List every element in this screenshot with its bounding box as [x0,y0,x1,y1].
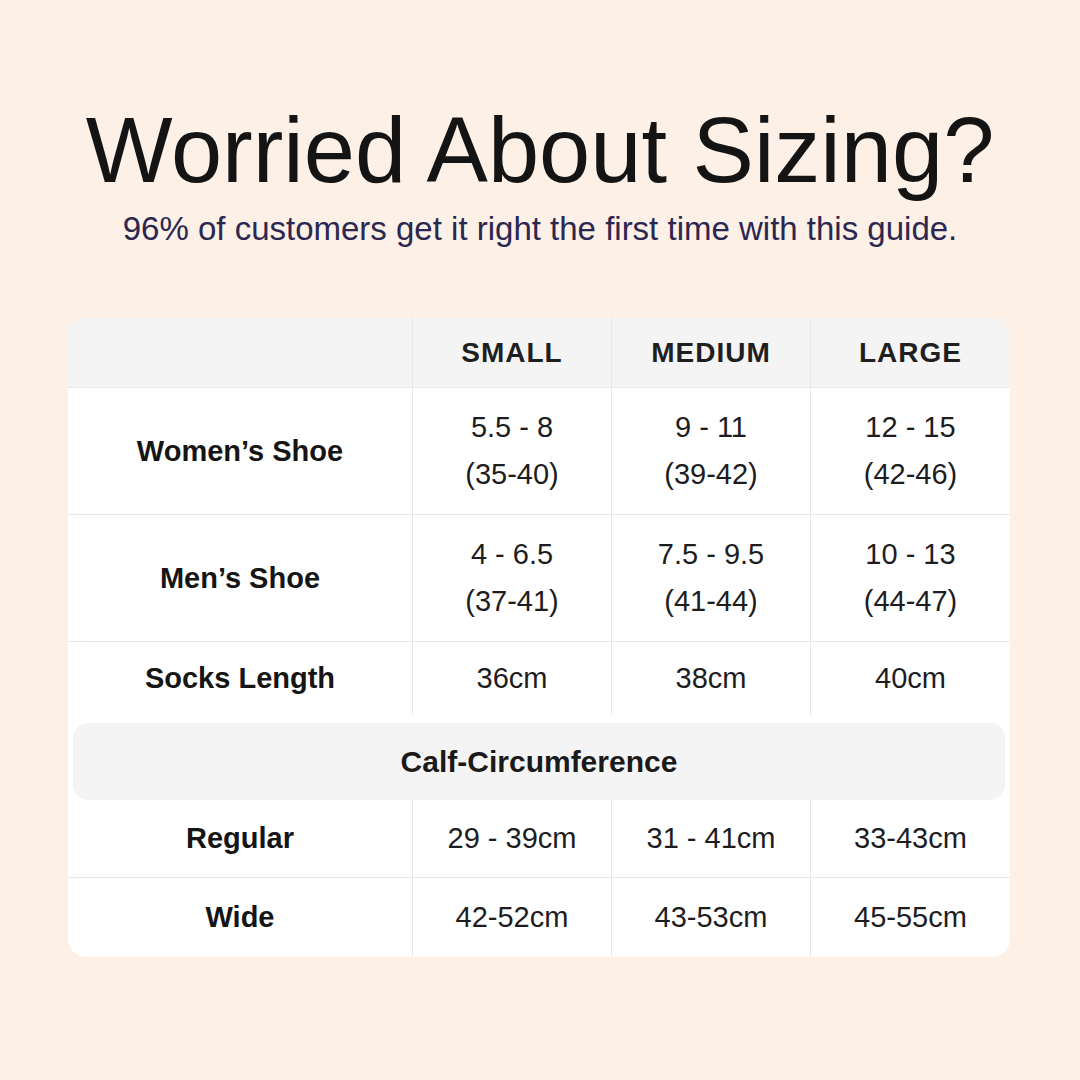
header-cell-large: LARGE [810,318,1010,387]
table-row-calf-regular: Regular 29 - 39cm 31 - 41cm 33-43cm [68,800,1010,878]
row-label: Wide [68,878,412,956]
value-line: 9 - 11 [675,404,747,451]
value-line: (39-42) [664,451,758,498]
value-line: 10 - 13 [865,531,955,578]
cell-womens-medium: 9 - 11 (39-42) [611,388,810,514]
value-line: 7.5 - 9.5 [658,531,764,578]
cell-regular-small: 29 - 39cm [412,800,611,877]
section-header-calf-circumference: Calf-Circumference [73,723,1005,800]
table-row-socks-length: Socks Length 36cm 38cm 40cm [68,642,1010,715]
row-label: Women’s Shoe [68,388,412,514]
size-chart-table: SMALL MEDIUM LARGE Women’s Shoe 5.5 - 8 … [68,318,1010,957]
page-subtitle: 96% of customers get it right the first … [0,210,1080,248]
table-header-row: SMALL MEDIUM LARGE [68,318,1010,388]
row-label: Men’s Shoe [68,515,412,641]
page-title: Worried About Sizing? [0,98,1080,203]
value-line: 4 - 6.5 [471,531,553,578]
header-cell-medium: MEDIUM [611,318,810,387]
value-line: (37-41) [465,578,559,625]
row-label: Socks Length [68,642,412,715]
cell-wide-medium: 43-53cm [611,878,810,956]
table-row-womens-shoe: Women’s Shoe 5.5 - 8 (35-40) 9 - 11 (39-… [68,388,1010,515]
cell-socks-large: 40cm [810,642,1010,715]
cell-regular-large: 33-43cm [810,800,1010,877]
value-line: (41-44) [664,578,758,625]
cell-socks-medium: 38cm [611,642,810,715]
cell-wide-small: 42-52cm [412,878,611,956]
value-line: (44-47) [864,578,958,625]
cell-womens-small: 5.5 - 8 (35-40) [412,388,611,514]
header-cell-small: SMALL [412,318,611,387]
value-line: 5.5 - 8 [471,404,553,451]
cell-socks-small: 36cm [412,642,611,715]
value-line: (42-46) [864,451,958,498]
section-banner-wrap: Calf-Circumference [68,715,1010,800]
header-cell-empty [68,318,412,387]
value-line: 12 - 15 [865,404,955,451]
cell-womens-large: 12 - 15 (42-46) [810,388,1010,514]
row-label: Regular [68,800,412,877]
table-row-calf-wide: Wide 42-52cm 43-53cm 45-55cm [68,878,1010,956]
cell-mens-medium: 7.5 - 9.5 (41-44) [611,515,810,641]
cell-regular-medium: 31 - 41cm [611,800,810,877]
cell-mens-small: 4 - 6.5 (37-41) [412,515,611,641]
value-line: (35-40) [465,451,559,498]
cell-wide-large: 45-55cm [810,878,1010,956]
table-row-mens-shoe: Men’s Shoe 4 - 6.5 (37-41) 7.5 - 9.5 (41… [68,515,1010,642]
cell-mens-large: 10 - 13 (44-47) [810,515,1010,641]
